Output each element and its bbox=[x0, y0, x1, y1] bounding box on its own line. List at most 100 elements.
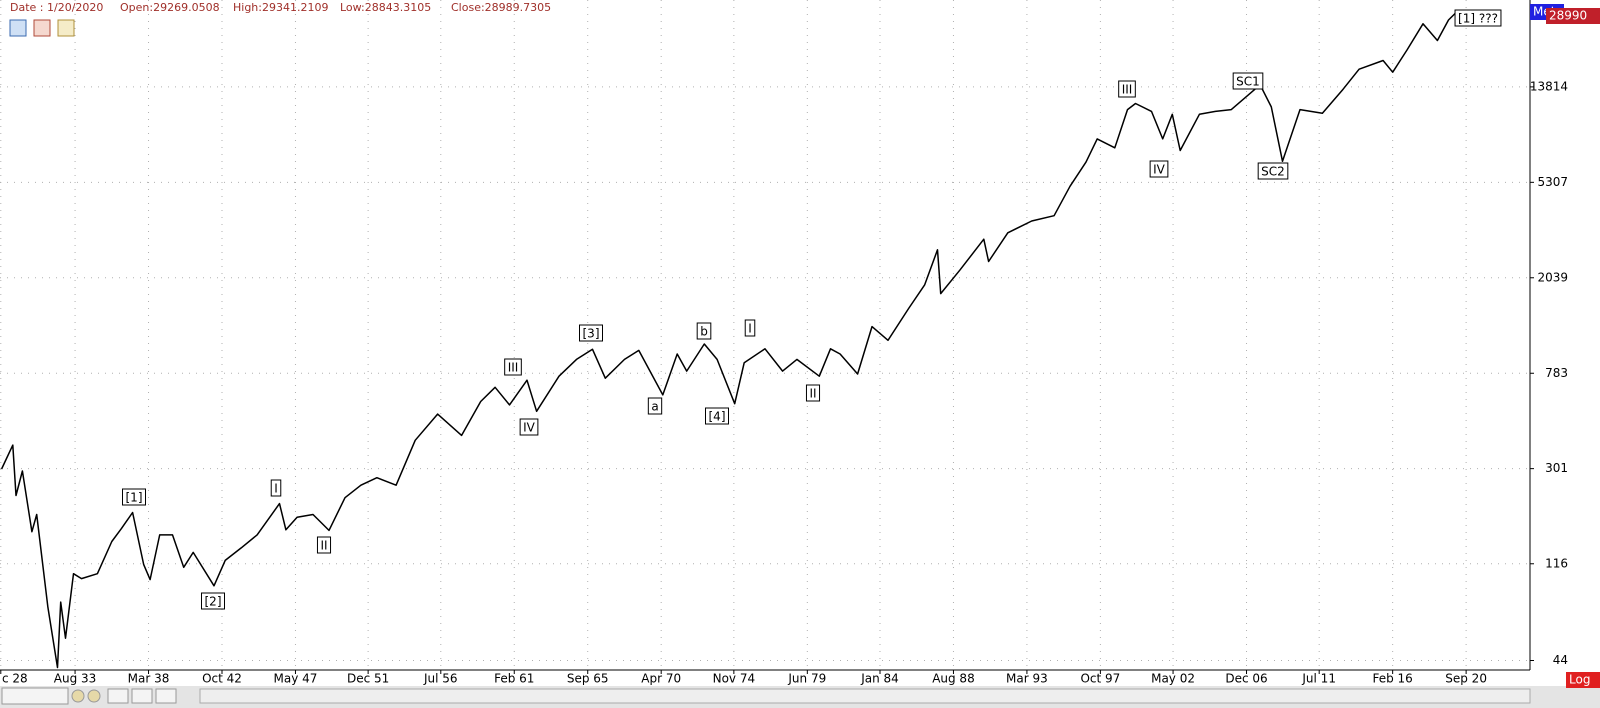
header-field: High:29341.2109 bbox=[233, 1, 328, 14]
wave-label-box bbox=[1454, 9, 1502, 27]
header-field: Low:28843.3105 bbox=[340, 1, 431, 14]
header-field: Date : 1/20/2020 bbox=[10, 1, 103, 14]
x-tick-label: c 28 bbox=[2, 672, 28, 686]
x-tick-label: Oct 42 bbox=[202, 672, 242, 686]
x-tick-label: Feb 16 bbox=[1372, 672, 1412, 686]
x-tick-label: Jul 56 bbox=[423, 672, 458, 686]
wave-label-text: [1] ??? bbox=[1458, 12, 1498, 26]
wave-label-text: [3] bbox=[583, 327, 600, 341]
x-tick-label: Dec 06 bbox=[1225, 672, 1267, 686]
x-tick-label: Sep 65 bbox=[567, 672, 609, 686]
wave-label: a bbox=[647, 397, 663, 415]
wave-label-text: I bbox=[274, 482, 278, 496]
x-tick-label: Jan 84 bbox=[860, 672, 899, 686]
tab[interactable] bbox=[131, 688, 153, 704]
wave-label-box bbox=[1118, 80, 1136, 98]
x-tick-label: Dec 51 bbox=[347, 672, 389, 686]
wave-label-box bbox=[519, 418, 539, 436]
wave-label-box bbox=[744, 319, 756, 337]
x-tick-label: Feb 61 bbox=[494, 672, 534, 686]
icon[interactable] bbox=[9, 19, 27, 37]
x-tick-label: Aug 88 bbox=[932, 672, 975, 686]
x-tick-label: May 02 bbox=[1151, 672, 1195, 686]
wave-label: [1] bbox=[122, 488, 146, 506]
x-tick-label: Mar 93 bbox=[1006, 672, 1048, 686]
wave-label-box bbox=[504, 358, 522, 376]
wave-label-box bbox=[696, 322, 712, 340]
wave-label: SC2 bbox=[1257, 162, 1289, 180]
price-label: 28990 bbox=[1549, 9, 1587, 23]
x-tick-label: Oct 97 bbox=[1080, 672, 1120, 686]
wave-label: IV bbox=[519, 418, 539, 436]
wave-label-text: SC2 bbox=[1261, 165, 1285, 179]
wave-label: [2] bbox=[201, 592, 225, 610]
y-tick-label: 44 bbox=[1553, 653, 1568, 667]
scale-label-box[interactable] bbox=[1566, 672, 1600, 688]
icon[interactable] bbox=[57, 19, 75, 37]
tab[interactable] bbox=[155, 688, 177, 704]
wave-label-text: [1] bbox=[126, 491, 143, 505]
x-tick-label: Aug 33 bbox=[54, 672, 97, 686]
wave-label: II bbox=[316, 536, 332, 554]
header-field: Open:29269.0508 bbox=[120, 1, 220, 14]
x-tick-label: Apr 70 bbox=[641, 672, 681, 686]
x-tick-label: Sep 20 bbox=[1445, 672, 1487, 686]
wave-label-box bbox=[122, 488, 146, 506]
wave-label: [1] ??? bbox=[1454, 9, 1502, 27]
wave-label-box bbox=[270, 479, 282, 497]
wave-label-text: a bbox=[651, 400, 658, 414]
y-tick-label: 116 bbox=[1545, 556, 1568, 570]
tab[interactable] bbox=[107, 688, 129, 704]
wave-label-text: I bbox=[748, 322, 752, 336]
wave-label: b bbox=[696, 322, 712, 340]
wave-label-text: II bbox=[320, 539, 327, 553]
wave-label-box bbox=[1257, 162, 1289, 180]
tab-button[interactable] bbox=[87, 689, 101, 703]
x-tick-label: May 47 bbox=[274, 672, 318, 686]
wave-label: III bbox=[504, 358, 522, 376]
wave-label: [3] bbox=[579, 324, 603, 342]
wave-label-text: b bbox=[700, 325, 708, 339]
x-tick-label: Nov 74 bbox=[713, 672, 756, 686]
y-tick-label: 13814 bbox=[1530, 79, 1568, 93]
wave-label-box bbox=[1232, 72, 1264, 90]
tab[interactable] bbox=[1, 687, 69, 705]
wave-label-box bbox=[201, 592, 225, 610]
icon[interactable] bbox=[33, 19, 51, 37]
wave-label: IV bbox=[1149, 160, 1169, 178]
wave-label-box bbox=[1149, 160, 1169, 178]
header-field: Close:28989.7305 bbox=[451, 1, 551, 14]
toolbar-icons bbox=[9, 19, 75, 37]
tab-button[interactable] bbox=[71, 689, 85, 703]
wave-label-box bbox=[805, 384, 821, 402]
wave-label: I bbox=[270, 479, 282, 497]
wave-label: SC1 bbox=[1232, 72, 1264, 90]
wave-label: I bbox=[744, 319, 756, 337]
x-tick-label: Jun 79 bbox=[787, 672, 826, 686]
wave-label-box bbox=[579, 324, 603, 342]
wave-label-text: IV bbox=[1153, 163, 1166, 177]
wave-label: [4] bbox=[705, 407, 729, 425]
scale-label[interactable]: Log bbox=[1569, 673, 1590, 687]
y-tick-label: 301 bbox=[1545, 461, 1568, 475]
x-tick-label: Mar 38 bbox=[128, 672, 170, 686]
wave-label-text: [4] bbox=[709, 410, 726, 424]
wave-label: II bbox=[805, 384, 821, 402]
wave-label-text: IV bbox=[523, 421, 536, 435]
wave-label-text: III bbox=[1122, 83, 1133, 97]
wave-label-box bbox=[316, 536, 332, 554]
wave-label-text: SC1 bbox=[1236, 75, 1260, 89]
price-label-box bbox=[1546, 8, 1600, 24]
x-tick-label: Jul 11 bbox=[1301, 672, 1336, 686]
wave-label-box bbox=[705, 407, 729, 425]
price-line bbox=[0, 12, 1457, 669]
y-tick-label: 783 bbox=[1545, 366, 1568, 380]
wave-label: III bbox=[1118, 80, 1136, 98]
wave-label-text: III bbox=[508, 361, 519, 375]
wave-label-text: [2] bbox=[205, 595, 222, 609]
scrollbar[interactable] bbox=[199, 688, 1531, 704]
wave-label-text: II bbox=[809, 387, 816, 401]
y-tick-label: 5307 bbox=[1537, 175, 1568, 189]
